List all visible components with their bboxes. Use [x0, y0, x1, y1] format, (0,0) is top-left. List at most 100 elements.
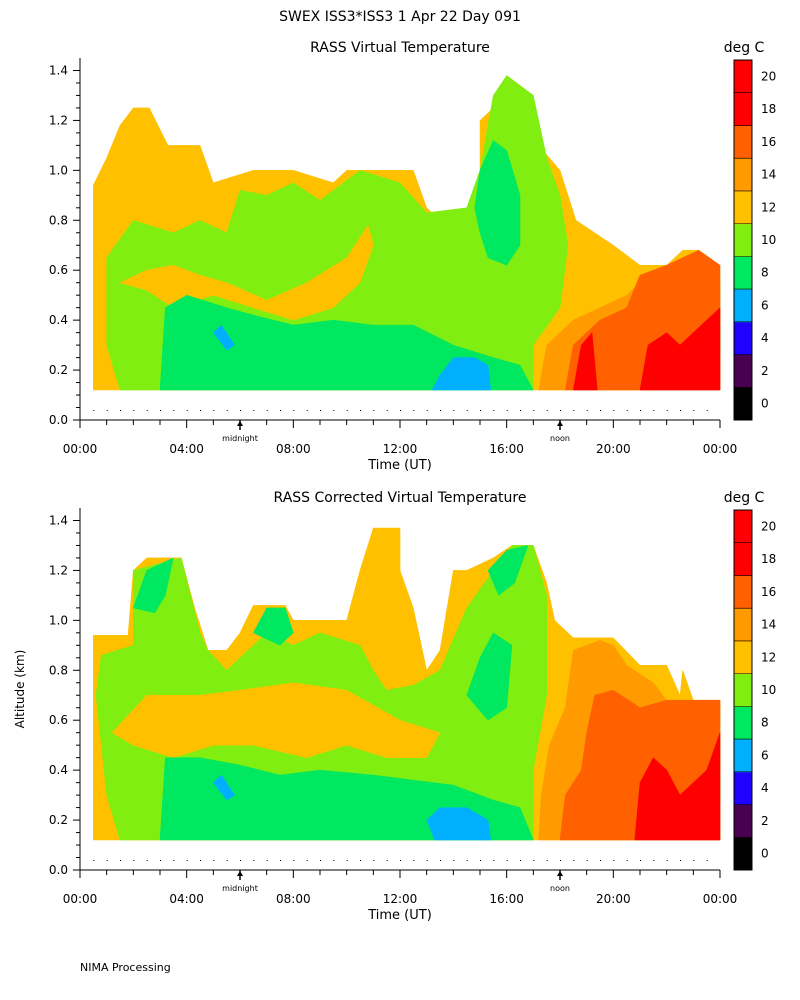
gate-dot	[573, 410, 575, 411]
gate-dot	[306, 860, 308, 861]
colorbar-tick-label: 0	[761, 397, 769, 411]
colorbar-swatch	[734, 387, 752, 421]
gate-dot	[520, 410, 521, 411]
y-tick-label: 0.6	[49, 713, 68, 727]
colorbar-frame	[733, 59, 753, 421]
gate-dot	[706, 860, 708, 861]
y-tick-label: 1.4	[49, 513, 68, 527]
gate-dot	[653, 860, 655, 861]
gate-dot	[573, 860, 575, 861]
colorbar-swatch	[734, 256, 752, 290]
colorbar-swatch	[734, 510, 752, 544]
time-marker-arrow	[237, 421, 243, 426]
gate-dot	[533, 410, 535, 411]
colorbar-swatch	[734, 289, 752, 323]
chart-title: RASS Virtual Temperature	[310, 40, 490, 56]
gate-dot	[640, 860, 641, 861]
time-marker-label: midnight	[222, 884, 258, 893]
x-tick-label: 04:00	[169, 442, 204, 456]
gate-dot	[706, 410, 708, 411]
gate-dot	[413, 410, 415, 411]
gate-dot	[373, 860, 375, 861]
gate-dot	[133, 410, 135, 411]
gate-dot	[333, 860, 335, 861]
y-tick-label: 0.4	[49, 763, 68, 777]
gate-dot	[440, 860, 441, 861]
time-marker-label: midnight	[222, 434, 258, 443]
y-tick-label: 0.2	[49, 813, 68, 827]
colorbar-swatch	[734, 739, 752, 773]
gate-dot	[173, 860, 175, 861]
gate-dot	[586, 860, 588, 861]
colorbar-tick-label: 4	[761, 331, 769, 345]
time-marker-arrow	[237, 871, 243, 876]
x-tick-label: 20:00	[596, 442, 631, 456]
gate-dot	[680, 410, 681, 411]
gate-dot	[200, 860, 201, 861]
gate-dot	[333, 410, 335, 411]
colorbar-swatch	[734, 92, 752, 126]
gate-dot	[240, 410, 241, 411]
y-tick-label: 1.2	[49, 113, 68, 127]
contour-region	[132, 557, 174, 614]
contour-fill-group	[93, 527, 721, 841]
gate-dot	[266, 410, 268, 411]
colorbar-swatch	[734, 706, 752, 740]
colorbar-tick-label: 6	[761, 748, 769, 762]
x-tick-label: 12:00	[383, 892, 418, 906]
gate-dot	[186, 410, 188, 411]
gate-dot	[160, 860, 161, 861]
gate-dot	[373, 410, 375, 411]
colorbar-swatch	[734, 354, 752, 388]
contour-region	[426, 807, 491, 841]
contour-region	[487, 545, 529, 596]
contour-region	[252, 607, 294, 646]
gate-dot	[386, 860, 388, 861]
y-tick-label: 1.4	[49, 63, 68, 77]
gate-dot	[173, 410, 175, 411]
colorbar-swatch	[734, 542, 752, 576]
gate-dot	[186, 860, 188, 861]
gate-dot	[480, 860, 481, 861]
gate-dot-row	[93, 410, 708, 411]
gate-dot	[93, 410, 95, 411]
x-tick-label: 08:00	[276, 892, 311, 906]
gate-dot	[533, 860, 535, 861]
gate-dot	[160, 410, 161, 411]
colorbar-swatch	[734, 190, 752, 225]
y-tick-label: 1.0	[49, 163, 68, 177]
colorbar-tick-label: 12	[761, 650, 776, 664]
gate-dot	[306, 410, 308, 411]
x-tick-label: 08:00	[276, 442, 311, 456]
x-axis-label: Time (UT)	[367, 458, 432, 473]
gate-dot	[546, 410, 548, 411]
gate-dot	[600, 860, 601, 861]
gate-dot	[120, 410, 121, 411]
gate-dot	[146, 860, 148, 861]
gate-dot	[213, 860, 215, 861]
colorbar-tick-label: 10	[761, 683, 776, 697]
gate-dot	[520, 860, 521, 861]
colorbar-frame	[733, 509, 753, 871]
y-tick-label: 1.0	[49, 613, 68, 627]
gate-dot	[480, 410, 481, 411]
time-marker-arrow	[557, 421, 563, 426]
contour-fill-group	[93, 75, 721, 391]
gate-dot	[666, 410, 668, 411]
x-tick-label: 16:00	[489, 892, 524, 906]
colorbar-tick-label: 10	[761, 233, 776, 247]
contour-region	[119, 224, 374, 321]
colorbar-tick-label: 18	[761, 102, 776, 116]
gate-dot	[386, 410, 388, 411]
x-tick-label: 20:00	[596, 892, 631, 906]
gate-dot	[293, 860, 295, 861]
gate-dot	[413, 860, 415, 861]
contour-region	[573, 331, 598, 391]
gate-dot	[106, 410, 108, 411]
gate-dot	[426, 410, 428, 411]
gate-dot	[320, 410, 321, 411]
contour-region	[159, 294, 534, 391]
colorbar-swatch	[734, 575, 752, 609]
gate-dot	[653, 410, 655, 411]
